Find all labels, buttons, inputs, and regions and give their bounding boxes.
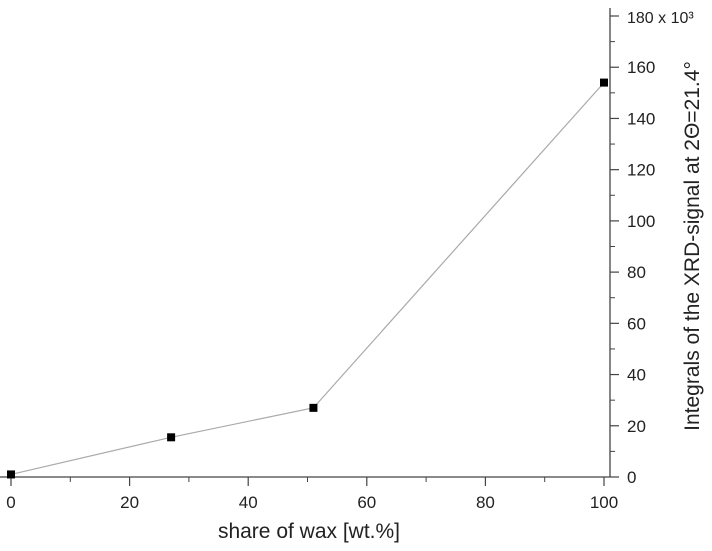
y-tick-label: 80 (627, 263, 646, 282)
data-point (600, 78, 608, 87)
x-tick-label: 40 (239, 493, 258, 512)
x-axis-label: share of wax [wt.%] (218, 520, 400, 543)
x-tick-label: 80 (476, 493, 495, 512)
y-tick-label: 160 (627, 58, 655, 77)
x-tick-label: 0 (6, 493, 15, 512)
ticks: 0 20 40 60 80 100 0 20 40 60 80 100 120 140 160 (6, 15, 655, 512)
y-tick-label: 140 (627, 109, 655, 128)
series (7, 78, 608, 479)
data-point (7, 470, 15, 479)
y-tick-label: 40 (627, 366, 646, 385)
y-axis-label: Integrals of the XRD-signal at 2Θ=21.4° (681, 61, 704, 431)
y-tick-label: 0 (627, 468, 636, 487)
data-point (167, 433, 176, 442)
series-line (10, 82, 605, 476)
x-tick-label: 100 (590, 493, 618, 512)
y-tick-label: 100 (627, 212, 655, 231)
y-tick-label: 60 (627, 314, 646, 333)
y-tick-label: 120 (627, 161, 655, 180)
x-tick-label: 60 (357, 493, 376, 512)
axes (0, 8, 611, 478)
y-axis-multiplier-label: 180 x 10³ (627, 10, 694, 27)
data-point (309, 403, 318, 412)
axis-labels: share of wax [wt.%] Integrals of the XRD… (218, 10, 704, 543)
y-tick-label: 20 (627, 417, 646, 436)
x-tick-label: 20 (120, 493, 139, 512)
